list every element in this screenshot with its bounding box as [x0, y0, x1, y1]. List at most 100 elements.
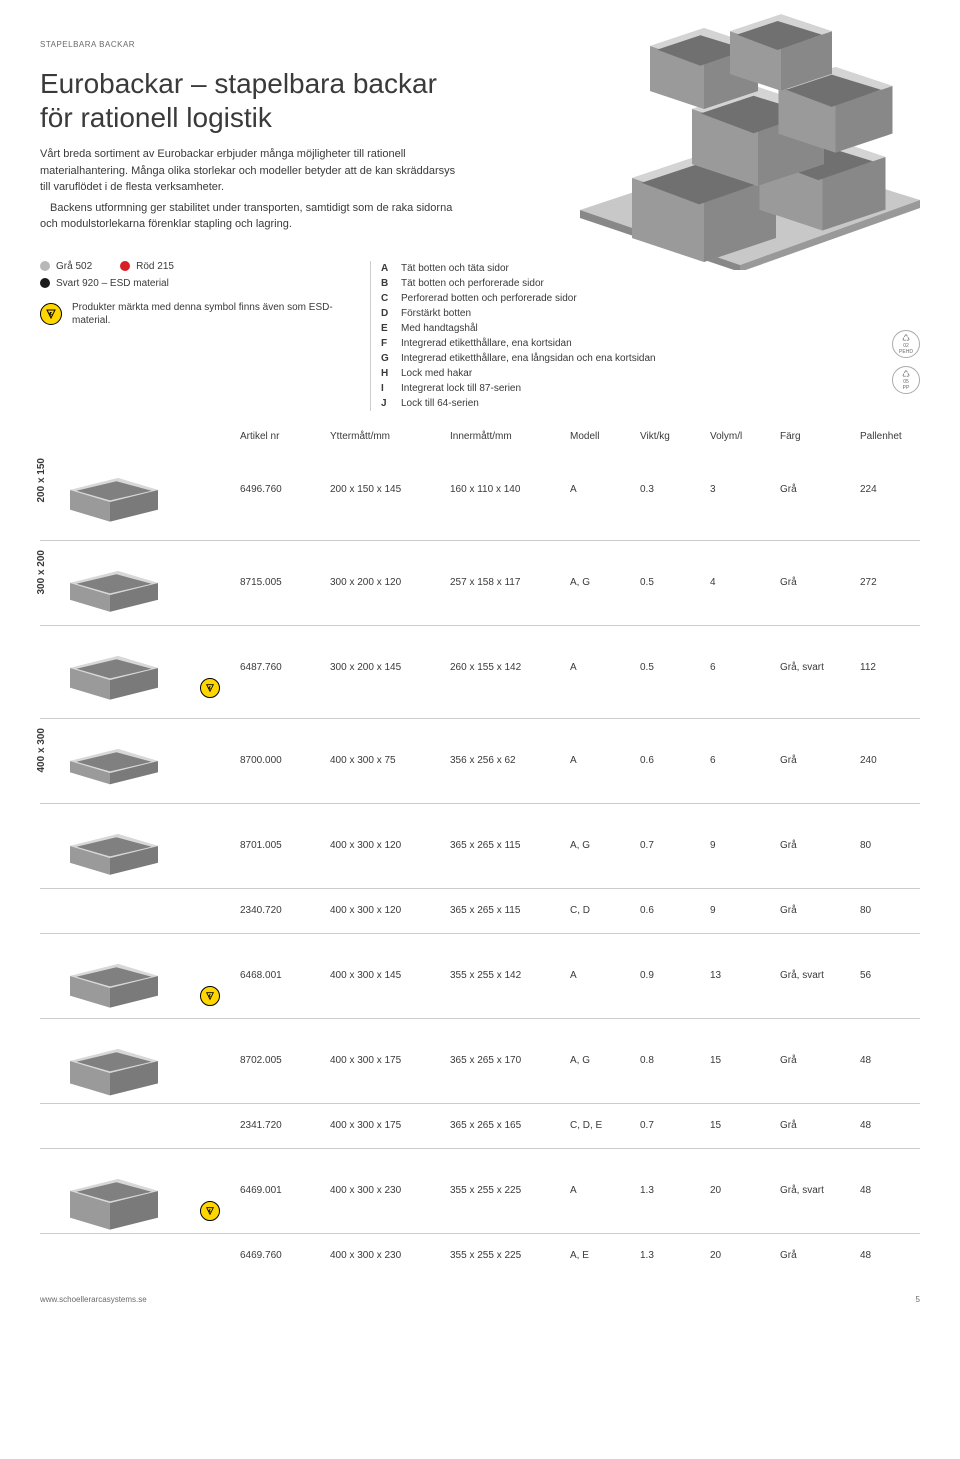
cell-modell: A — [570, 1185, 640, 1196]
cell-pall: 240 — [860, 755, 930, 766]
cell-farg: Grå, svart — [780, 970, 860, 981]
swatch-red-label: Röd 215 — [136, 261, 174, 272]
code-text: Tät botten och täta sidor — [401, 261, 509, 276]
cell-art: 8701.005 — [240, 840, 330, 851]
table-row: 6468.001400 x 300 x 145355 x 255 x 142A0… — [40, 934, 920, 1019]
code-row: IIntegrerat lock till 87-serien — [381, 381, 920, 396]
product-image-cell — [50, 901, 240, 921]
cell-art: 2341.720 — [240, 1120, 330, 1131]
swatch-grey-label: Grå 502 — [56, 261, 92, 272]
product-image-cell — [50, 946, 240, 1006]
cell-ytter: 400 x 300 x 175 — [330, 1055, 450, 1066]
cell-art: 2340.720 — [240, 905, 330, 916]
cell-modell: A, G — [570, 577, 640, 588]
code-row: CPerforerad botten och perforerade sidor — [381, 291, 920, 306]
swatch-grey: Grå 502 — [40, 261, 92, 272]
footer-url: www.schoellerarcasystems.se — [40, 1295, 147, 1304]
cell-ytter: 400 x 300 x 230 — [330, 1250, 450, 1261]
crate-icon — [40, 721, 180, 801]
cell-modell: C, D, E — [570, 1120, 640, 1131]
cell-inner: 257 x 158 x 117 — [450, 577, 570, 588]
code-letter: F — [381, 336, 393, 351]
code-letter: D — [381, 306, 393, 321]
cell-vikt: 0.7 — [640, 840, 710, 851]
product-image-cell — [50, 816, 240, 876]
cell-pall: 56 — [860, 970, 930, 981]
cell-inner: 365 x 265 x 115 — [450, 905, 570, 916]
cell-pall: 80 — [860, 905, 930, 916]
cell-volym: 20 — [710, 1185, 780, 1196]
cell-inner: 356 x 256 x 62 — [450, 755, 570, 766]
crate-icon — [40, 1021, 180, 1101]
size-group: 300 x 200 8715.005300 x 200 x 120257 x 1… — [40, 540, 920, 710]
cell-volym: 9 — [710, 905, 780, 916]
cell-inner: 365 x 265 x 115 — [450, 840, 570, 851]
table-row: 8701.005400 x 300 x 120365 x 265 x 115A,… — [40, 804, 920, 889]
product-image-cell — [50, 1116, 240, 1136]
product-image-cell — [50, 1246, 240, 1266]
cell-ytter: 300 x 200 x 120 — [330, 577, 450, 588]
cell-volym: 15 — [710, 1120, 780, 1131]
cell-pall: 48 — [860, 1120, 930, 1131]
table-row: 6487.760300 x 200 x 145260 x 155 x 142A0… — [40, 626, 920, 710]
cell-art: 6469.001 — [240, 1185, 330, 1196]
cell-modell: A — [570, 662, 640, 673]
cell-volym: 9 — [710, 840, 780, 851]
cell-ytter: 300 x 200 x 145 — [330, 662, 450, 673]
cell-farg: Grå — [780, 484, 860, 495]
esd-icon — [200, 1201, 220, 1221]
th-volym: Volym/l — [710, 431, 780, 442]
cell-farg: Grå — [780, 1120, 860, 1131]
cell-inner: 160 x 110 x 140 — [450, 484, 570, 495]
crate-icon — [40, 628, 180, 708]
cell-ytter: 400 x 300 x 75 — [330, 755, 450, 766]
cell-art: 6487.760 — [240, 662, 330, 673]
code-text: Förstärkt botten — [401, 306, 471, 321]
cell-farg: Grå — [780, 840, 860, 851]
cell-farg: Grå — [780, 577, 860, 588]
page-title: Eurobackar – stapelbara backar för ratio… — [40, 67, 460, 134]
crate-icon — [40, 543, 180, 623]
table-row: 6469.001400 x 300 x 230355 x 255 x 225A1… — [40, 1149, 920, 1234]
cell-vikt: 0.3 — [640, 484, 710, 495]
cell-vikt: 0.6 — [640, 755, 710, 766]
swatch-black-label: Svart 920 – ESD material — [56, 278, 169, 289]
cell-volym: 6 — [710, 662, 780, 673]
product-image-cell — [50, 638, 240, 698]
cell-vikt: 0.5 — [640, 577, 710, 588]
code-text: Integrerad etiketthållare, ena långsidan… — [401, 351, 656, 366]
cell-pall: 48 — [860, 1185, 930, 1196]
cell-inner: 365 x 265 x 170 — [450, 1055, 570, 1066]
cell-pall: 224 — [860, 484, 930, 495]
table-row: 8715.005300 x 200 x 120257 x 158 x 117A,… — [40, 541, 920, 626]
cell-modell: C, D — [570, 905, 640, 916]
cell-volym: 13 — [710, 970, 780, 981]
code-text: Tät botten och perforerade sidor — [401, 276, 544, 291]
code-letter: H — [381, 366, 393, 381]
cell-vikt: 0.5 — [640, 662, 710, 673]
recycle-icon: ♺02PEHD — [892, 330, 920, 358]
cell-modell: A — [570, 755, 640, 766]
cell-inner: 355 x 255 x 142 — [450, 970, 570, 981]
table-row: 6496.760200 x 150 x 145160 x 110 x 140A0… — [40, 448, 920, 532]
code-row: BTät botten och perforerade sidor — [381, 276, 920, 291]
code-text: Integrerad etiketthållare, ena kortsidan — [401, 336, 572, 351]
cell-farg: Grå — [780, 755, 860, 766]
th-farg: Färg — [780, 431, 860, 442]
cell-vikt: 1.3 — [640, 1185, 710, 1196]
cell-ytter: 400 x 300 x 145 — [330, 970, 450, 981]
table-row: 8700.000400 x 300 x 75356 x 256 x 62A0.6… — [40, 719, 920, 804]
table-row: 6469.760400 x 300 x 230355 x 255 x 225A,… — [40, 1234, 920, 1278]
cell-art: 8702.005 — [240, 1055, 330, 1066]
esd-icon — [200, 678, 220, 698]
crate-icon — [40, 1151, 180, 1231]
esd-icon — [40, 303, 62, 325]
cell-art: 6469.760 — [240, 1250, 330, 1261]
code-row: GIntegrerad etiketthållare, ena långsida… — [381, 351, 920, 366]
crate-icon — [40, 806, 180, 886]
esd-icon — [200, 986, 220, 1006]
cell-volym: 4 — [710, 577, 780, 588]
cell-volym: 6 — [710, 755, 780, 766]
code-row: HLock med hakar — [381, 366, 920, 381]
code-row: JLock till 64-serien — [381, 396, 920, 411]
